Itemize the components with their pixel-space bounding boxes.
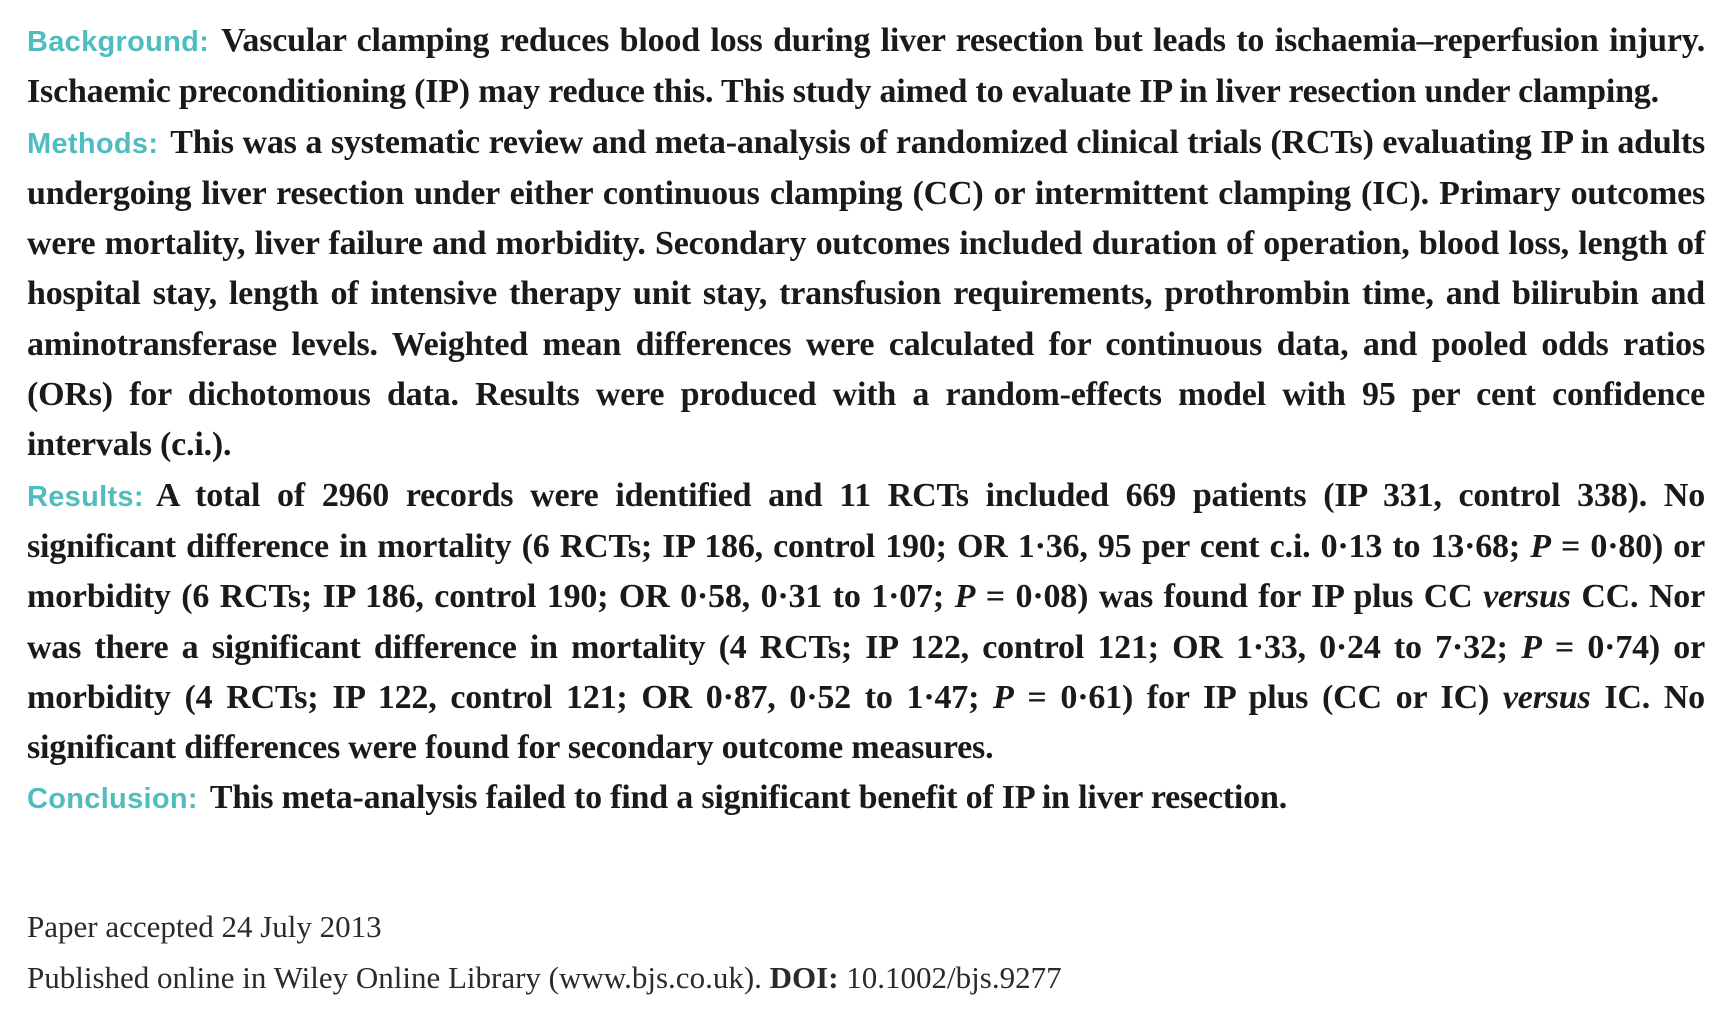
- results-label: Results:: [27, 480, 144, 513]
- conclusion-label: Conclusion:: [27, 783, 198, 816]
- p-value-symbol: P: [993, 678, 1014, 716]
- results-text-6: = 0·61) for IP plus (CC or IC): [1013, 678, 1503, 716]
- doi-value: 10.1002/bjs.9277: [838, 960, 1062, 995]
- results-text-4: CC. Nor was there a significant differen…: [27, 578, 1705, 666]
- background-text: Vascular clamping reduces blood loss dur…: [27, 22, 1705, 111]
- results-text-5: = 0·74) or morbidity (4 RCTs; IP 122, co…: [27, 628, 1706, 716]
- p-value-symbol: P: [1530, 527, 1551, 565]
- methods-text: This was a systematic review and meta-an…: [27, 123, 1705, 464]
- results-text-3: = 0·08) was found for IP plus CC: [975, 578, 1484, 616]
- conclusion-section: Conclusion: This meta-analysis failed to …: [27, 773, 1705, 824]
- methods-label: Methods:: [27, 127, 159, 160]
- methods-section: Methods: This was a systematic review and…: [27, 118, 1705, 471]
- results-text-1: A total of 2960 records were identified …: [27, 476, 1705, 565]
- abstract: Background: Vascular clamping reduces blo…: [27, 16, 1705, 825]
- conclusion-text: This meta-analysis failed to find a sign…: [209, 779, 1287, 817]
- versus-word: versus: [1483, 578, 1571, 616]
- results-text-7: IC. No significant differences were foun…: [27, 678, 1705, 767]
- published-text: Published online in Wiley Online Library…: [27, 960, 770, 995]
- publication-footer: Paper accepted 24 July 2013 Published on…: [27, 901, 1062, 1003]
- accepted-date: Paper accepted 24 July 2013: [27, 909, 382, 944]
- results-section: Results: A total of 2960 records were ide…: [27, 471, 1705, 774]
- background-section: Background: Vascular clamping reduces blo…: [27, 16, 1705, 118]
- versus-word: versus: [1502, 678, 1591, 716]
- doi-label: DOI:: [769, 960, 839, 995]
- results-text-2: = 0·80) or morbidity (6 RCTs; IP 186, co…: [27, 527, 1705, 616]
- publication-line: Published online in Wiley Online Library…: [27, 952, 1062, 1003]
- p-value-symbol: P: [1521, 628, 1542, 666]
- p-value-symbol: P: [954, 578, 976, 616]
- background-label: Background:: [27, 26, 210, 58]
